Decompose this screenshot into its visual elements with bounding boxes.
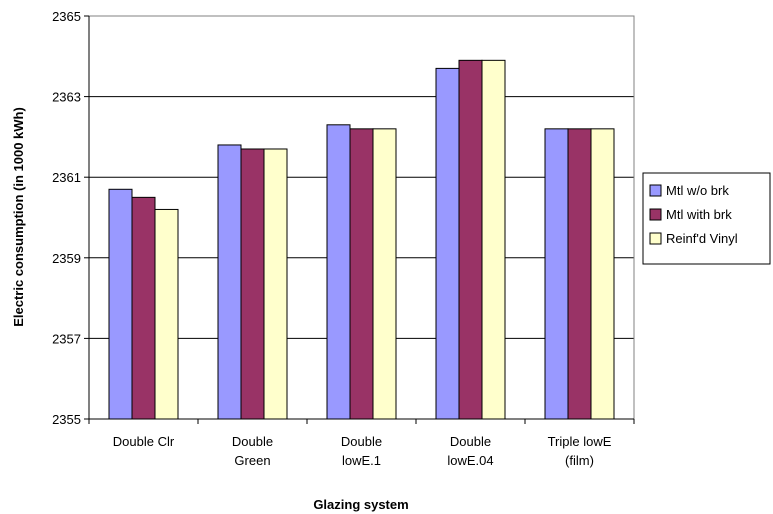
bar-mtl-w-o-brk-4 <box>544 128 569 420</box>
bar-reinf-d-vinyl-3 <box>481 59 506 420</box>
x-tick-label: Double <box>341 434 382 449</box>
x-tick-label: Green <box>234 453 270 468</box>
legend-frame <box>642 172 771 265</box>
x-tick-label: Double <box>450 434 491 449</box>
bar-reinf-d-vinyl-1 <box>263 148 288 420</box>
y-axis-title: Electric consumption (in 1000 kWh) <box>11 107 26 327</box>
bar-mtl-w-o-brk-2 <box>326 124 351 420</box>
y-tick-label: 2355 <box>52 412 81 427</box>
y-tick-label: 2357 <box>52 331 81 346</box>
bar-mtl-with-brk-4 <box>567 128 592 420</box>
bar-mtl-w-o-brk-3 <box>435 67 460 420</box>
bar-mtl-with-brk-0 <box>131 196 156 420</box>
bar-reinf-d-vinyl-2 <box>372 128 397 420</box>
legend-label: Mtl with brk <box>666 207 732 222</box>
x-axis-title: Glazing system <box>313 497 408 512</box>
y-axis-ticks: 2355 2357 2359 2361 2363 2365 <box>52 9 89 427</box>
legend-label: Mtl w/o brk <box>666 183 729 198</box>
bar-mtl-w-o-brk-1 <box>217 144 242 420</box>
bar-mtl-with-brk-3 <box>458 59 483 420</box>
bar-mtl-w-o-brk-0 <box>108 188 133 420</box>
legend-swatch <box>649 208 662 221</box>
legend-label: Reinf'd Vinyl <box>666 231 738 246</box>
x-tick-label: (film) <box>565 453 594 468</box>
bar-mtl-with-brk-1 <box>240 148 265 420</box>
legend-swatch <box>649 184 662 197</box>
x-axis-ticks: Double Clr Double Green Double lowE.1 Double l… <box>88 419 635 468</box>
legend: Mtl w/o brk Mtl with brk Reinf'd Vinyl <box>642 172 771 265</box>
x-tick-label: Double <box>232 434 273 449</box>
y-tick-label: 2359 <box>52 251 81 266</box>
legend-swatch <box>649 232 662 245</box>
bar-mtl-with-brk-2 <box>349 128 374 420</box>
y-tick-label: 2363 <box>52 90 81 105</box>
x-tick-label: Triple lowE <box>548 434 612 449</box>
bar-reinf-d-vinyl-4 <box>590 128 615 420</box>
x-tick-label: lowE.1 <box>342 453 381 468</box>
x-tick-label: Double Clr <box>113 434 175 449</box>
x-tick-label: lowE.04 <box>447 453 493 468</box>
bar-reinf-d-vinyl-0 <box>154 208 179 420</box>
y-tick-label: 2361 <box>52 170 81 185</box>
y-tick-label: 2365 <box>52 9 81 24</box>
bars <box>108 59 615 420</box>
